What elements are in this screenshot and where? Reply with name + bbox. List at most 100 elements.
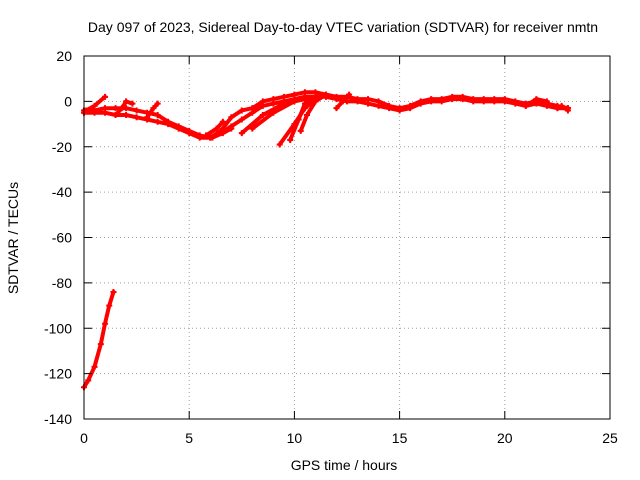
- y-tick-label: 20: [56, 48, 72, 64]
- data-point: [480, 98, 487, 105]
- x-tick-label: 5: [185, 430, 193, 446]
- y-axis-label: SDTVAR / TECUs: [5, 182, 21, 294]
- data-point: [312, 98, 319, 105]
- data-point: [304, 111, 311, 118]
- series-spike-2: [112, 98, 136, 118]
- data-point: [91, 109, 98, 116]
- data-point: [196, 134, 203, 141]
- series-line: [288, 92, 322, 142]
- axis-ticks: [83, 55, 611, 420]
- data-point: [295, 116, 302, 123]
- data-point: [209, 134, 216, 141]
- y-tick-label: -80: [52, 275, 72, 291]
- data-point: [512, 100, 519, 107]
- data-point: [85, 377, 92, 384]
- series-spike-1: [83, 93, 109, 114]
- data-point: [339, 98, 346, 105]
- data-point: [91, 363, 98, 370]
- data-point: [522, 102, 529, 109]
- y-tick-label: 0: [64, 93, 72, 109]
- data-point: [123, 111, 130, 118]
- data-point: [449, 96, 456, 103]
- data-point: [175, 125, 182, 132]
- y-tick-label: -60: [52, 230, 72, 246]
- data-point: [322, 91, 329, 98]
- data-point: [219, 130, 226, 137]
- series-dip-2: [209, 125, 235, 141]
- data-point: [270, 109, 277, 116]
- data-point: [564, 107, 571, 114]
- data-point: [543, 98, 550, 105]
- data-point: [133, 107, 140, 114]
- data-point: [287, 136, 294, 143]
- series-spike-3: [144, 100, 161, 121]
- data-point: [249, 125, 256, 132]
- data-point: [102, 93, 109, 100]
- series-line: [113, 99, 135, 117]
- series-line: [298, 92, 328, 133]
- data-point: [438, 98, 445, 105]
- series-rise-4: [287, 91, 323, 143]
- y-tick-label: -140: [44, 411, 72, 427]
- data-point: [106, 302, 113, 309]
- data-point: [333, 96, 340, 103]
- data-point: [110, 288, 117, 295]
- data-point: [186, 130, 193, 137]
- data-point: [259, 102, 266, 109]
- grid-lines: [84, 56, 610, 419]
- data-point: [203, 132, 210, 139]
- data-point: [259, 111, 266, 118]
- data-point: [118, 105, 125, 112]
- data-point: [165, 121, 172, 128]
- x-tick-label: 10: [287, 430, 303, 446]
- data-point: [558, 102, 565, 109]
- series-line: [250, 94, 318, 131]
- data-point: [417, 100, 424, 107]
- data-point: [238, 130, 245, 137]
- data-point: [112, 105, 119, 112]
- data-point: [228, 125, 235, 132]
- data-point: [150, 105, 157, 112]
- series-hump-2: [522, 96, 550, 109]
- y-tick-label: -40: [52, 184, 72, 200]
- data-point: [102, 109, 109, 116]
- y-tick-label: -100: [44, 320, 72, 336]
- data-point: [533, 96, 540, 103]
- data-point: [249, 109, 256, 116]
- series-hump-1: [333, 91, 353, 112]
- data-point: [228, 114, 235, 121]
- data-point: [238, 107, 245, 114]
- x-axis-label: GPS time / hours: [291, 457, 398, 473]
- data-point: [333, 105, 340, 112]
- series-rise-5: [297, 91, 329, 134]
- data-point: [154, 100, 161, 107]
- data-point: [301, 100, 308, 107]
- data-point: [428, 98, 435, 105]
- data-point: [291, 98, 298, 105]
- plot-frame: [83, 55, 611, 420]
- data-point: [396, 107, 403, 114]
- y-tick-label: -120: [44, 366, 72, 382]
- series-secondary-trace: [81, 93, 571, 141]
- data-point: [154, 111, 161, 118]
- data-point: [144, 114, 151, 121]
- x-tick-label: 20: [497, 430, 513, 446]
- data-point: [554, 105, 561, 112]
- data-point: [219, 118, 226, 125]
- data-point: [407, 105, 414, 112]
- y-tick-label: -20: [52, 139, 72, 155]
- data-point: [133, 114, 140, 121]
- data-point: [238, 116, 245, 123]
- data-point: [346, 91, 353, 98]
- data-point: [102, 320, 109, 327]
- data-point: [112, 111, 119, 118]
- data-point: [354, 98, 361, 105]
- tick-labels: -140 -120 -100 -80 -60 -40 -20 0 20 0 5 10 15 20 25: [44, 48, 618, 446]
- data-point: [129, 100, 136, 107]
- data-point: [91, 102, 98, 109]
- data-point: [123, 98, 130, 105]
- series-early-arc: [81, 288, 117, 391]
- data-point: [459, 96, 466, 103]
- chart-title: Day 097 of 2023, Sidereal Day-to-day VTE…: [88, 19, 598, 35]
